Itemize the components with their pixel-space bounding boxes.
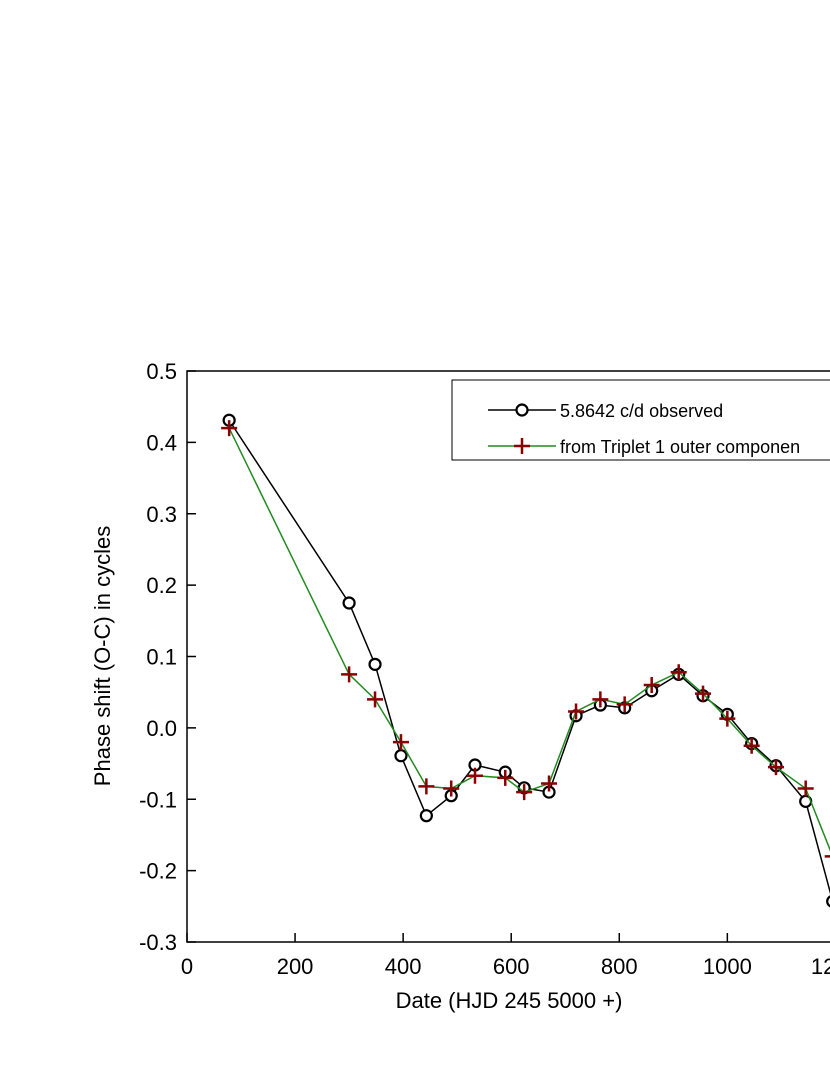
x-tick-label: 400 (385, 954, 422, 979)
marker (719, 710, 736, 727)
marker (497, 769, 514, 786)
y-tick-label: 0.1 (146, 645, 177, 670)
y-tick-label: 0.5 (146, 359, 177, 384)
marker (695, 685, 712, 702)
marker (341, 666, 358, 683)
x-tick-label: 800 (601, 954, 638, 979)
marker (221, 420, 238, 437)
y-tick-label: 0.3 (146, 502, 177, 527)
y-tick-label: -0.3 (139, 930, 177, 955)
y-tick-label: 0.0 (146, 716, 177, 741)
marker (443, 780, 460, 797)
legend-marker (515, 403, 529, 417)
marker (616, 696, 633, 713)
y-tick-label: -0.2 (139, 859, 177, 884)
x-tick-label: 600 (493, 954, 530, 979)
x-tick-label: 0 (181, 954, 193, 979)
marker (824, 855, 830, 858)
marker (592, 691, 609, 708)
x-axis-label: Date (HJD 245 5000 +) (396, 988, 623, 1013)
marker (419, 809, 433, 823)
x-tick-label: 200 (277, 954, 314, 979)
marker (743, 737, 760, 754)
x-tick-label: 1000 (703, 954, 752, 979)
marker (541, 775, 558, 792)
x-tick-label: 1200 (811, 954, 830, 979)
series-line (228, 419, 830, 895)
marker (516, 784, 533, 801)
y-tick-label: 0.4 (146, 430, 177, 455)
marker (568, 703, 585, 720)
legend-label: from Triplet 1 outer componen (560, 437, 800, 457)
marker (367, 691, 384, 708)
marker (394, 749, 408, 763)
marker (368, 657, 382, 671)
y-tick-label: 0.2 (146, 573, 177, 598)
marker (767, 759, 784, 776)
y-axis-label: Phase shift (O-C) in cycles (90, 526, 115, 786)
legend-label: 5.8642 c/d observed (560, 401, 723, 421)
marker (466, 767, 483, 784)
marker (670, 664, 687, 681)
marker (392, 734, 409, 751)
marker (418, 778, 435, 795)
legend-marker (514, 438, 530, 454)
marker (342, 596, 356, 610)
marker (643, 677, 660, 694)
marker (826, 895, 830, 908)
marker (797, 780, 814, 797)
y-tick-label: -0.1 (139, 787, 177, 812)
